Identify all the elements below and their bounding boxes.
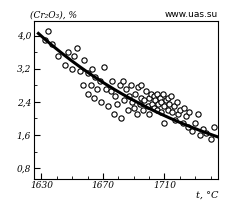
Point [172, 104, 176, 108]
Point [155, 108, 159, 112]
Text: t, °C: t, °C [196, 191, 218, 200]
Point [43, 38, 46, 41]
Point [166, 96, 169, 99]
Point [163, 104, 166, 108]
Point [70, 67, 74, 70]
Point [170, 110, 174, 114]
Point [126, 108, 129, 112]
Point [198, 133, 202, 137]
Point [150, 102, 154, 106]
Point [98, 79, 102, 83]
Point [75, 46, 79, 50]
Point [90, 67, 94, 70]
Point [104, 88, 108, 91]
Point [144, 90, 148, 93]
Point [118, 84, 122, 87]
Point [93, 75, 97, 79]
Point [78, 69, 82, 72]
Point [160, 100, 163, 104]
Point [164, 98, 168, 101]
Point [204, 131, 208, 135]
Point [152, 94, 155, 97]
Text: www.uas.su: www.uas.su [165, 10, 218, 20]
Point [143, 98, 146, 101]
Point [152, 106, 155, 110]
Point [153, 98, 157, 101]
Point [137, 86, 140, 89]
Point [123, 98, 126, 101]
Point [149, 92, 152, 95]
Point [212, 125, 216, 128]
Point [173, 119, 177, 122]
Point [147, 113, 151, 116]
Point [184, 115, 188, 118]
Point [155, 92, 159, 95]
Point [157, 102, 160, 106]
Point [129, 84, 133, 87]
Point [147, 96, 151, 99]
Point [138, 102, 142, 106]
Point [86, 71, 89, 75]
Point [121, 79, 125, 83]
Point [190, 129, 194, 133]
Point [196, 113, 200, 116]
Point [50, 42, 54, 46]
Point [124, 88, 128, 91]
Point [160, 110, 163, 114]
Point [106, 104, 109, 108]
Point [81, 84, 85, 87]
Point [66, 50, 69, 54]
Point [135, 113, 139, 116]
Point [146, 104, 149, 108]
Point [83, 59, 86, 62]
Point [140, 84, 143, 87]
Point [181, 121, 185, 124]
Point [89, 84, 92, 87]
Point [56, 55, 60, 58]
Point [158, 96, 162, 99]
Point [113, 94, 117, 97]
Point [141, 108, 145, 112]
Point [186, 125, 189, 128]
Point [110, 79, 114, 83]
Point [115, 102, 119, 106]
Point [175, 100, 179, 104]
Point [63, 63, 66, 66]
Point [132, 106, 135, 110]
Point [95, 88, 99, 91]
Point [176, 113, 180, 116]
Point [140, 96, 143, 99]
Point [167, 102, 171, 106]
Point [133, 92, 137, 95]
Point [103, 65, 106, 68]
Point [163, 121, 166, 124]
Point [161, 92, 165, 95]
Point [72, 55, 76, 58]
Point [130, 100, 134, 104]
Point [169, 94, 172, 97]
Point [209, 137, 212, 141]
Point [166, 108, 169, 112]
Point [178, 108, 182, 112]
Point [120, 117, 123, 120]
Point [109, 90, 112, 93]
Point [86, 92, 89, 95]
Point [100, 100, 103, 104]
Point [92, 96, 96, 99]
Point [187, 110, 191, 114]
Point [201, 127, 205, 130]
Text: (Cr₂O₃), %: (Cr₂O₃), % [30, 10, 77, 20]
Point [46, 30, 50, 33]
Point [112, 113, 115, 116]
Point [194, 121, 197, 124]
Point [183, 106, 186, 110]
Point [127, 94, 131, 97]
